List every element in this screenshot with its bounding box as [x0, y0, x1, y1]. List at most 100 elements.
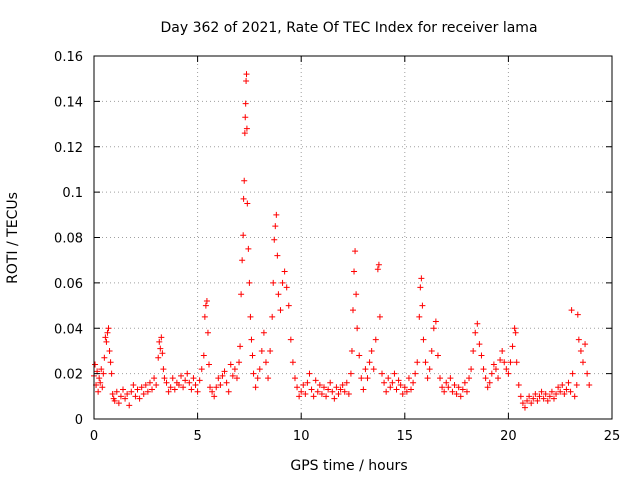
data-point — [188, 386, 195, 393]
data-point — [221, 368, 228, 375]
data-point — [270, 279, 277, 286]
data-point — [474, 320, 481, 327]
data-point — [244, 200, 251, 207]
data-point — [399, 391, 406, 398]
data-point — [495, 375, 502, 382]
data-point — [476, 341, 483, 348]
data-point — [250, 370, 257, 377]
data-point — [240, 195, 247, 202]
x-tick-label: 25 — [604, 429, 621, 444]
data-point — [312, 377, 319, 384]
data-point — [501, 359, 508, 366]
data-point — [219, 372, 226, 379]
data-point — [184, 370, 191, 377]
data-point — [271, 236, 278, 243]
data-point — [155, 354, 162, 361]
data-point — [482, 375, 489, 382]
data-point — [260, 329, 267, 336]
data-point — [138, 384, 145, 391]
data-point — [153, 381, 160, 388]
data-point — [555, 384, 562, 391]
data-point — [519, 400, 526, 407]
data-point — [277, 307, 284, 314]
data-point — [243, 77, 250, 84]
data-point — [455, 384, 462, 391]
data-point — [194, 388, 201, 395]
data-point — [306, 370, 313, 377]
data-point — [432, 318, 439, 325]
data-point — [124, 391, 131, 398]
data-point — [347, 370, 354, 377]
data-point — [526, 393, 533, 400]
data-point — [553, 391, 560, 398]
data-point — [445, 384, 452, 391]
data-point — [353, 291, 360, 298]
data-point — [211, 393, 218, 400]
data-point — [320, 384, 327, 391]
data-point — [256, 366, 263, 373]
data-point — [513, 359, 520, 366]
data-point — [434, 352, 441, 359]
data-point — [243, 125, 250, 132]
data-point — [151, 375, 158, 382]
data-point — [362, 366, 369, 373]
data-point — [393, 386, 400, 393]
data-point — [167, 384, 174, 391]
data-point — [146, 379, 153, 386]
data-point — [192, 381, 199, 388]
data-point — [262, 359, 269, 366]
data-point — [122, 395, 129, 402]
data-point — [285, 302, 292, 309]
data-point — [405, 375, 412, 382]
data-point — [207, 384, 214, 391]
data-point — [241, 130, 248, 137]
y-tick-label: 0.16 — [54, 50, 83, 65]
data-point — [571, 393, 578, 400]
data-point — [107, 359, 114, 366]
data-point — [236, 359, 243, 366]
data-point — [201, 313, 208, 320]
data-point — [441, 388, 448, 395]
data-point — [298, 388, 305, 395]
data-point — [546, 393, 553, 400]
data-point — [577, 347, 584, 354]
data-point — [395, 377, 402, 384]
data-point — [505, 370, 512, 377]
data-point — [159, 350, 166, 357]
data-point — [227, 361, 234, 368]
data-point — [241, 177, 248, 184]
data-point — [128, 388, 135, 395]
data-point — [196, 377, 203, 384]
data-point — [383, 388, 390, 395]
data-point — [567, 388, 574, 395]
data-point — [134, 386, 141, 393]
data-point — [283, 284, 290, 291]
data-point — [101, 354, 108, 361]
data-point — [213, 384, 220, 391]
data-point — [563, 386, 570, 393]
axis-tick-labels: 0 5 10 15 20 25 0 0.02 0.04 0.06 0.08 0.1 0.12 0.14 0.… — [54, 50, 620, 444]
data-point — [536, 393, 543, 400]
data-point — [252, 384, 259, 391]
chart-title: Day 362 of 2021, Rate Of TEC Index for r… — [160, 20, 537, 36]
data-point — [524, 397, 531, 404]
data-point — [117, 393, 124, 400]
data-point — [557, 388, 564, 395]
data-point — [419, 302, 426, 309]
data-point — [517, 393, 524, 400]
data-point — [470, 347, 477, 354]
data-point — [335, 391, 342, 398]
data-point — [180, 384, 187, 391]
data-point — [287, 336, 294, 343]
data-point — [492, 366, 499, 373]
data-point — [463, 388, 470, 395]
data-point — [381, 379, 388, 386]
data-point — [350, 307, 356, 314]
data-point — [497, 357, 504, 364]
data-point — [397, 381, 404, 388]
data-point — [247, 313, 254, 320]
data-point — [156, 338, 163, 345]
data-point — [157, 345, 164, 352]
data-point — [249, 352, 256, 359]
data-point — [329, 388, 336, 395]
